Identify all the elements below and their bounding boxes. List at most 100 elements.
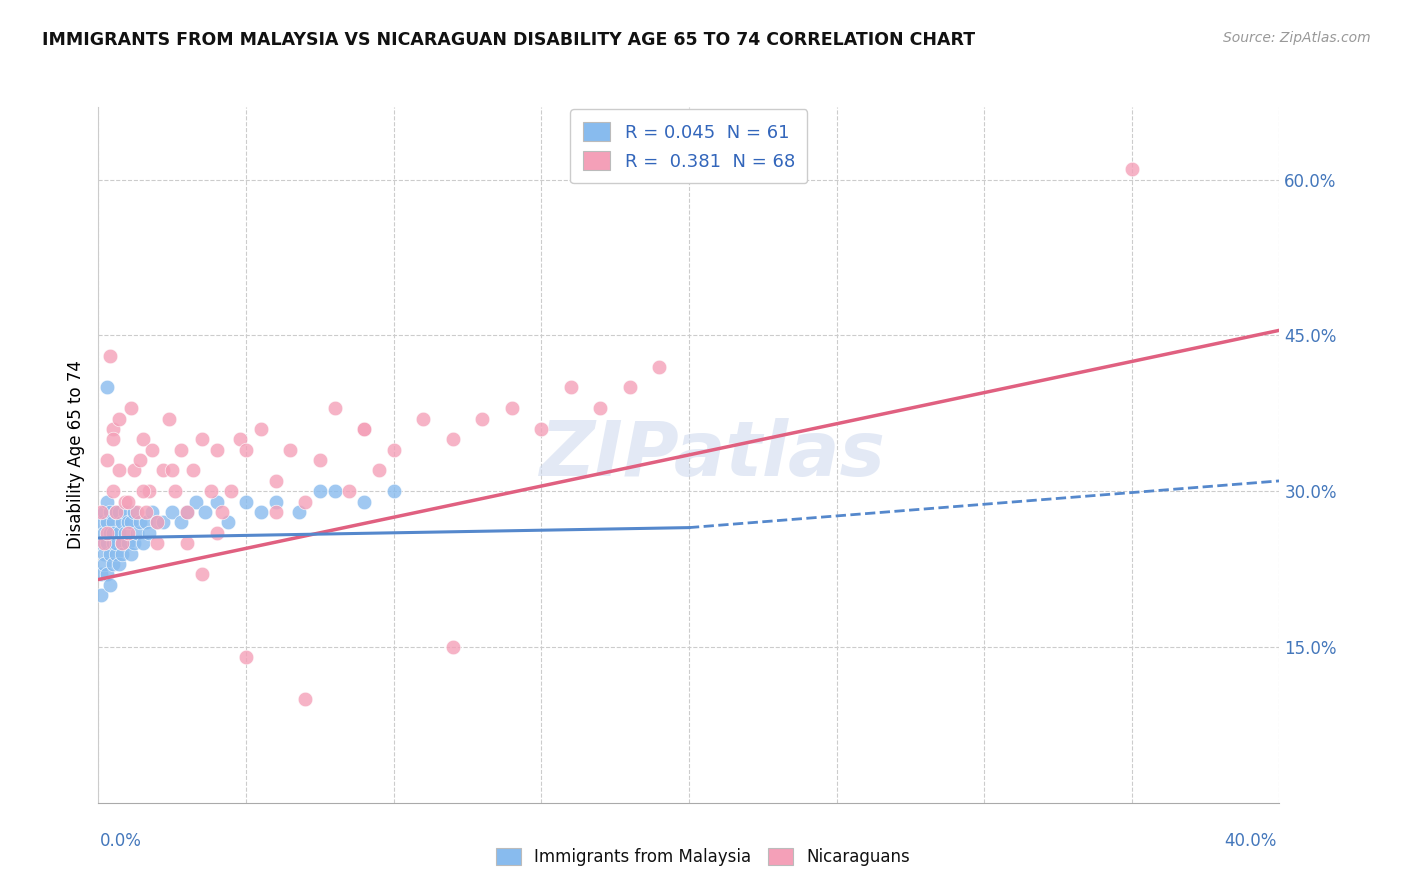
Point xyxy=(382,484,405,499)
Text: 40.0%: 40.0% xyxy=(1225,832,1277,850)
Point xyxy=(141,505,163,519)
Point xyxy=(382,442,405,457)
Point xyxy=(128,516,150,530)
Point xyxy=(211,505,233,519)
Point xyxy=(191,567,214,582)
Point xyxy=(103,525,125,540)
Point xyxy=(93,536,115,550)
Point xyxy=(309,453,332,467)
Point xyxy=(162,505,183,519)
Point xyxy=(278,442,302,457)
Point xyxy=(96,516,118,530)
Point xyxy=(98,349,121,363)
Point xyxy=(135,505,157,519)
Text: Source: ZipAtlas.com: Source: ZipAtlas.com xyxy=(1223,31,1371,45)
Point xyxy=(294,692,316,706)
Point xyxy=(264,474,287,488)
Point xyxy=(170,516,193,530)
Point xyxy=(120,547,142,561)
Point xyxy=(152,516,174,530)
Point xyxy=(176,505,198,519)
Point xyxy=(125,505,148,519)
Point xyxy=(146,516,169,530)
Point xyxy=(219,484,242,499)
Point xyxy=(560,380,582,394)
Point xyxy=(128,453,150,467)
Point xyxy=(141,442,163,457)
Point xyxy=(648,359,671,374)
Point xyxy=(589,401,612,416)
Point xyxy=(250,422,273,436)
Point xyxy=(309,484,332,499)
Point xyxy=(96,525,118,540)
Point xyxy=(90,505,112,519)
Point xyxy=(235,442,257,457)
Point xyxy=(162,463,183,477)
Point xyxy=(619,380,641,394)
Point xyxy=(117,525,139,540)
Point xyxy=(250,505,273,519)
Text: IMMIGRANTS FROM MALAYSIA VS NICARAGUAN DISABILITY AGE 65 TO 74 CORRELATION CHART: IMMIGRANTS FROM MALAYSIA VS NICARAGUAN D… xyxy=(42,31,976,49)
Point xyxy=(114,525,136,540)
Point xyxy=(441,433,464,447)
Point xyxy=(122,505,145,519)
Point xyxy=(176,505,198,519)
Point xyxy=(105,505,128,519)
Point xyxy=(90,516,112,530)
Point xyxy=(120,401,142,416)
Point xyxy=(111,536,134,550)
Point xyxy=(146,536,169,550)
Point xyxy=(108,463,131,477)
Point xyxy=(96,494,118,508)
Point xyxy=(157,411,180,425)
Point xyxy=(132,536,155,550)
Point xyxy=(229,433,252,447)
Y-axis label: Disability Age 65 to 74: Disability Age 65 to 74 xyxy=(66,360,84,549)
Point xyxy=(337,484,360,499)
Point xyxy=(368,463,391,477)
Point xyxy=(132,433,155,447)
Point xyxy=(353,422,375,436)
Point xyxy=(103,422,125,436)
Point xyxy=(217,516,239,530)
Point xyxy=(194,505,217,519)
Point xyxy=(152,463,174,477)
Point xyxy=(501,401,523,416)
Point xyxy=(108,411,131,425)
Text: 0.0%: 0.0% xyxy=(100,832,142,850)
Point xyxy=(103,516,125,530)
Point xyxy=(103,536,125,550)
Point xyxy=(138,525,160,540)
Point xyxy=(93,547,115,561)
Point xyxy=(114,494,136,508)
Point xyxy=(138,484,160,499)
Point xyxy=(264,494,287,508)
Point xyxy=(103,433,125,447)
Point xyxy=(111,547,134,561)
Point xyxy=(205,525,228,540)
Point xyxy=(90,588,112,602)
Point xyxy=(288,505,311,519)
Point xyxy=(205,442,228,457)
Point xyxy=(122,463,145,477)
Point xyxy=(125,525,148,540)
Point xyxy=(471,411,494,425)
Legend: R = 0.045  N = 61, R =  0.381  N = 68: R = 0.045 N = 61, R = 0.381 N = 68 xyxy=(571,109,807,183)
Point xyxy=(93,505,115,519)
Point xyxy=(96,567,118,582)
Point xyxy=(170,442,193,457)
Point xyxy=(135,516,157,530)
Point xyxy=(98,547,121,561)
Text: ZIPatlas: ZIPatlas xyxy=(540,418,886,491)
Point xyxy=(108,557,131,571)
Point xyxy=(108,525,131,540)
Point xyxy=(105,536,128,550)
Point xyxy=(132,484,155,499)
Point xyxy=(96,536,118,550)
Point xyxy=(441,640,464,654)
Point xyxy=(93,525,115,540)
Point xyxy=(117,536,139,550)
Point xyxy=(353,494,375,508)
Point xyxy=(105,505,128,519)
Point xyxy=(105,547,128,561)
